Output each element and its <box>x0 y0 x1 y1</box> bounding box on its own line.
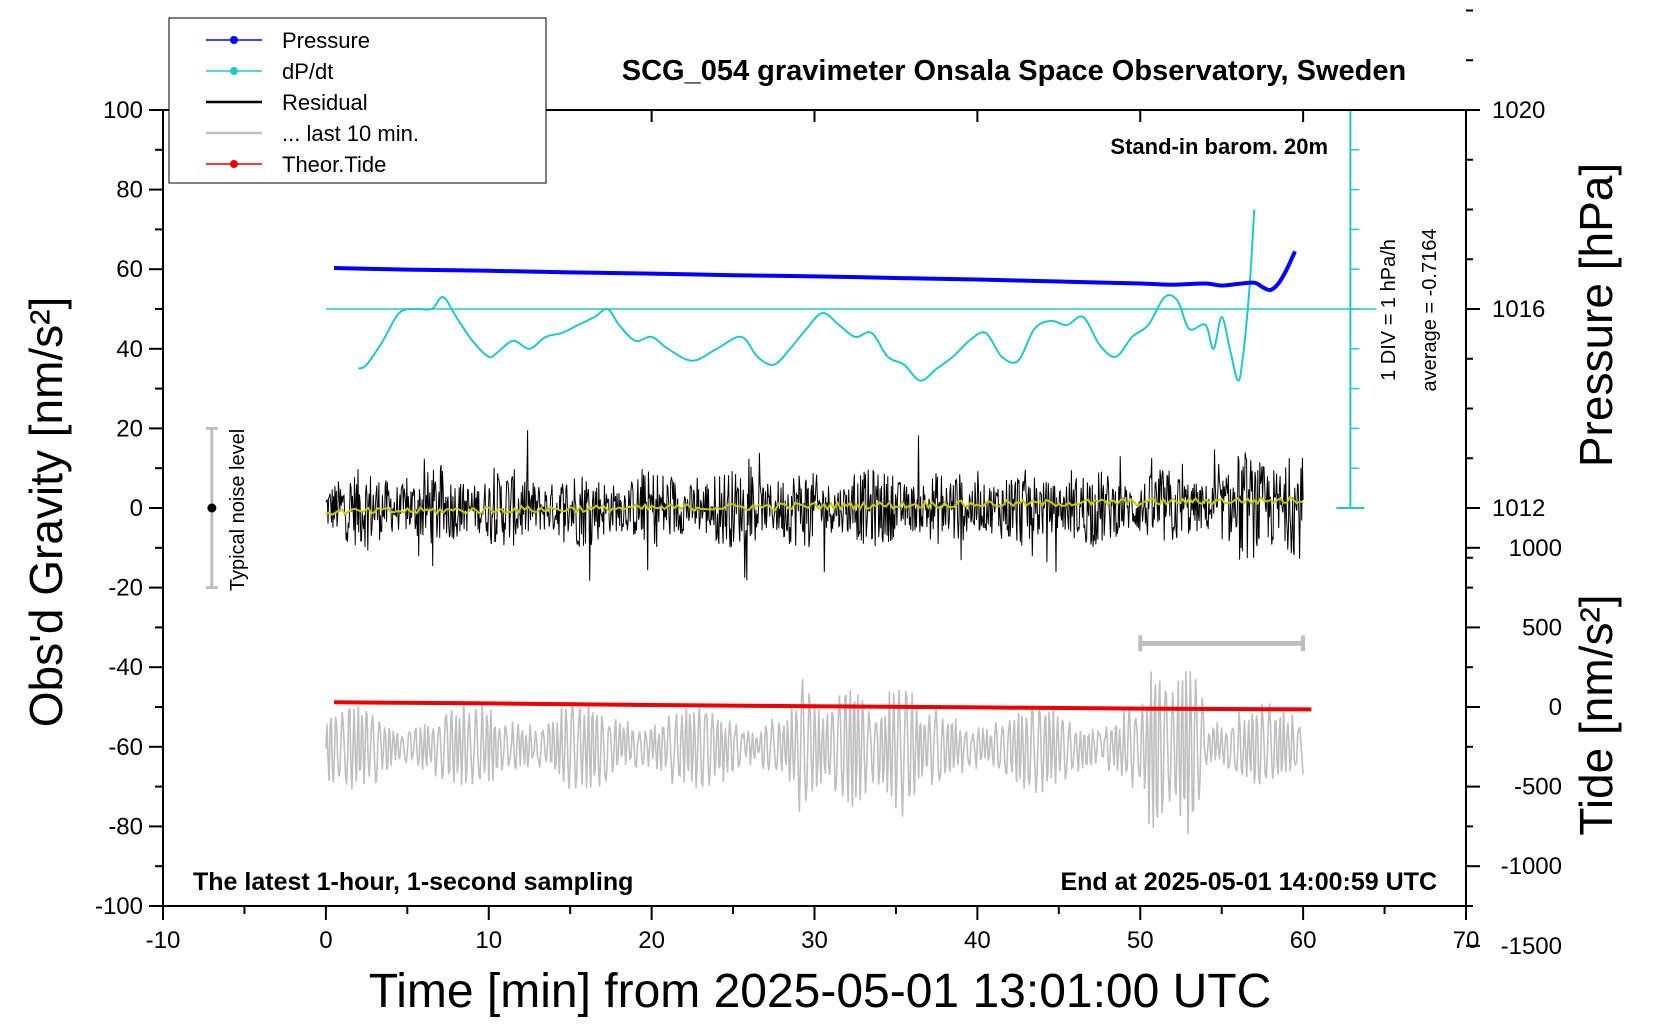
pressure-series <box>333 250 1297 293</box>
x-tick-label: 40 <box>964 927 991 954</box>
average-annotation: average = -0.7164 <box>1419 229 1441 392</box>
legend-label: Theor.Tide <box>282 152 386 177</box>
bottom-right-annotation: End at 2025-05-01 14:00:59 UTC <box>1060 868 1437 896</box>
x-axis-label: Time [min] from 2025-05-01 13:01:00 UTC <box>369 965 1272 1018</box>
legend-label: Residual <box>282 90 368 115</box>
legend-marker <box>230 67 238 75</box>
x-tick-label: 30 <box>801 927 828 954</box>
legend-label: Pressure <box>282 28 370 53</box>
tide-tick-label: -1500 <box>1501 933 1562 960</box>
legend: Pressure dP/dt Residual ... last 10 min. The… <box>168 17 547 184</box>
theor-tide-series <box>333 700 1312 712</box>
y-tick-label: -100 <box>95 893 143 920</box>
x-tick-label: 50 <box>1127 927 1154 954</box>
x-tick-label: 20 <box>638 927 665 954</box>
chart-title: SCG_054 gravimeter Onsala Space Observat… <box>622 55 1406 87</box>
last-10-min-series <box>325 671 1304 834</box>
x-tick-label: 70 <box>1453 927 1480 954</box>
pressure-tick-label: 1012 <box>1492 495 1545 522</box>
noise-annotation: Typical noise level <box>227 429 249 591</box>
y-tick-label: 100 <box>103 97 143 124</box>
x-tick-label: 10 <box>475 927 502 954</box>
legend-marker <box>230 36 238 44</box>
tide-tick-label: 0 <box>1549 694 1562 721</box>
legend-marker <box>230 160 238 168</box>
axes-layer: -10 0 10 20 30 40 50 60 70-100-80-60-40-20020406… <box>95 9 1562 960</box>
y-tick-label: -20 <box>108 575 143 602</box>
y-tick-label: 40 <box>116 336 143 363</box>
y-tick-label: 20 <box>116 415 143 442</box>
y-tick-label: 80 <box>116 177 143 204</box>
y-tick-label: -80 <box>108 813 143 840</box>
barometer-annotation: Stand-in barom. 20m <box>1110 134 1328 159</box>
bottom-left-annotation: The latest 1-hour, 1-second sampling <box>193 868 633 896</box>
pressure-tick-label: 1020 <box>1492 97 1545 124</box>
y-tick-label: 0 <box>130 495 143 522</box>
residual-series <box>325 430 1304 581</box>
residual-smoothed-series <box>325 495 1304 517</box>
y-axis-label-tide: Tide [nm/s²] <box>1570 594 1622 835</box>
tide-tick-label: 1000 <box>1509 535 1562 562</box>
y-tick-label: 60 <box>116 256 143 283</box>
tide-tick-label: -1000 <box>1501 853 1562 880</box>
tide-tick-label: -500 <box>1514 774 1562 801</box>
tide-tick-label: 500 <box>1522 614 1562 641</box>
y-tick-label: -60 <box>108 734 143 761</box>
pressure-tick-label: 1016 <box>1492 296 1545 323</box>
traces-layer <box>205 110 1377 834</box>
legend-label: dP/dt <box>282 59 333 84</box>
x-tick-label: 60 <box>1290 927 1317 954</box>
y-axis-label-gravity: Obs'd Gravity [nm/s²] <box>20 297 72 728</box>
y-axis-label-pressure: Pressure [hPa] <box>1570 163 1622 467</box>
x-tick-label: 0 <box>319 927 332 954</box>
div-annotation: 1 DIV = 1 hPa/h <box>1378 239 1400 381</box>
legend-box <box>168 17 547 184</box>
noise-bar-center <box>207 503 217 513</box>
legend-label: ... last 10 min. <box>282 121 419 146</box>
dpdt-series <box>357 209 1256 382</box>
y-tick-label: -40 <box>108 654 143 681</box>
x-tick-label: -10 <box>146 927 181 954</box>
